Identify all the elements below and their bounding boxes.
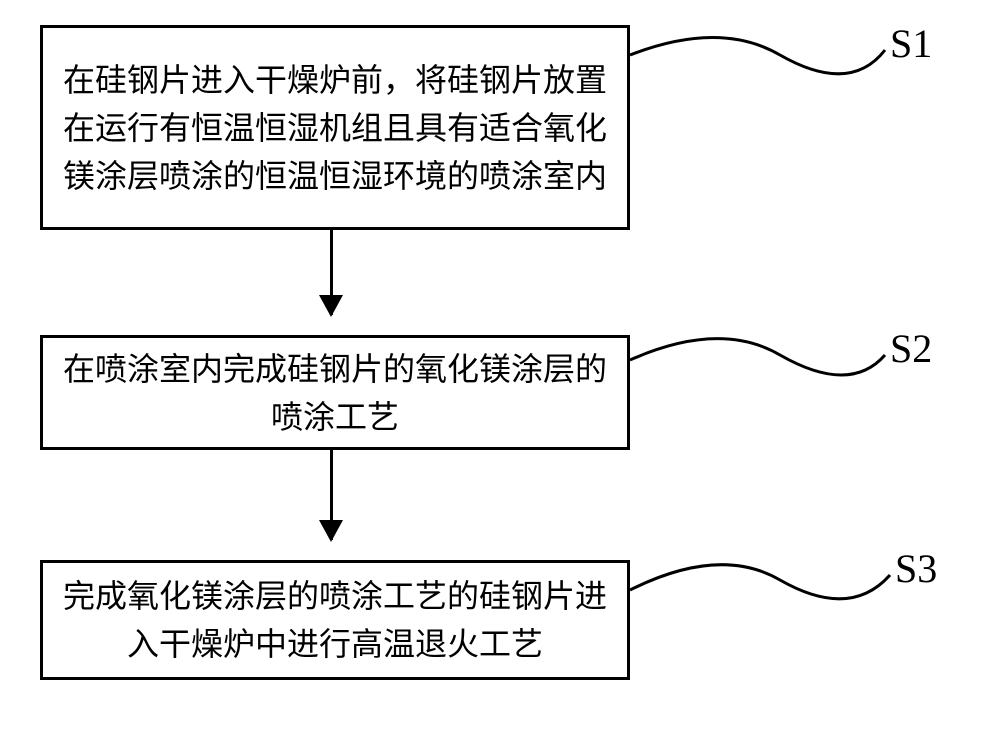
node-text: 在硅钢片进入干燥炉前，将硅钢片放置在运行有恒温恒湿机组且具有适合氧化镁涂层喷涂的… xyxy=(63,56,607,200)
node-text: 完成氧化镁涂层的喷涂工艺的硅钢片进入干燥炉中进行高温退火工艺 xyxy=(63,572,607,668)
node-label-s3: S3 xyxy=(895,545,937,592)
node-label-s2: S2 xyxy=(890,325,932,372)
arrow-s1-s2 xyxy=(330,230,333,315)
flowchart-container: 在硅钢片进入干燥炉前，将硅钢片放置在运行有恒温恒湿机组且具有适合氧化镁涂层喷涂的… xyxy=(0,0,1000,730)
flowchart-node-s3: 完成氧化镁涂层的喷涂工艺的硅钢片进入干燥炉中进行高温退火工艺 xyxy=(40,560,630,680)
flowchart-node-s1: 在硅钢片进入干燥炉前，将硅钢片放置在运行有恒温恒湿机组且具有适合氧化镁涂层喷涂的… xyxy=(40,25,630,230)
arrow-s2-s3 xyxy=(330,450,333,540)
node-text: 在喷涂室内完成硅钢片的氧化镁涂层的喷涂工艺 xyxy=(63,345,607,441)
node-label-s1: S1 xyxy=(890,20,932,67)
flowchart-node-s2: 在喷涂室内完成硅钢片的氧化镁涂层的喷涂工艺 xyxy=(40,335,630,450)
